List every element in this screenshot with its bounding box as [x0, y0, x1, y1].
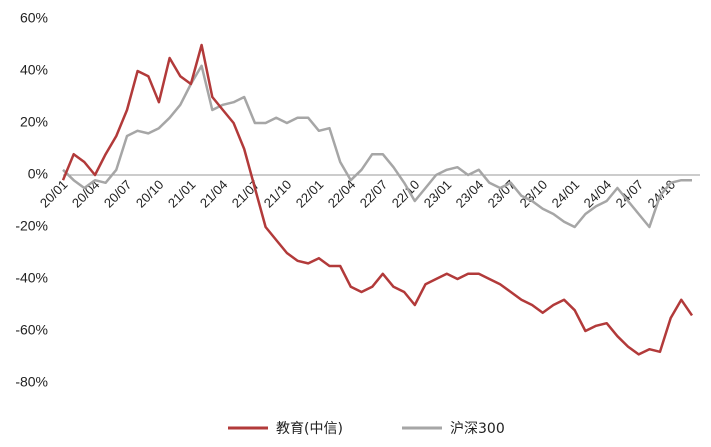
- y-tick-label: 20%: [20, 114, 48, 130]
- x-tick-label: 22/07: [357, 177, 391, 211]
- x-tick-label: 22/10: [389, 177, 423, 211]
- x-tick-label: 24/01: [549, 177, 583, 211]
- legend-label: 沪深300: [450, 421, 505, 437]
- series-line: [62, 64, 692, 229]
- x-tick-label: 22/04: [325, 177, 359, 211]
- x-tick-label: 23/10: [517, 177, 551, 211]
- y-tick-label: 60%: [20, 10, 48, 26]
- x-tick-label: 23/04: [453, 177, 487, 211]
- x-tick-label: 20/10: [133, 177, 167, 211]
- series-line: [61, 43, 694, 356]
- x-tick-label: 21/01: [165, 177, 199, 211]
- x-tick-label: 21/10: [261, 177, 295, 211]
- legend-label: 教育(中信): [276, 421, 343, 437]
- x-tick-label: 20/01: [37, 177, 71, 211]
- y-tick-label: -80%: [15, 374, 48, 390]
- y-tick-label: 40%: [20, 62, 48, 78]
- x-tick-label: 22/01: [293, 177, 327, 211]
- x-tick-label: 21/04: [197, 177, 231, 211]
- x-tick-label: 24/07: [613, 177, 647, 211]
- y-tick-label: -40%: [15, 270, 48, 286]
- y-tick-label: -60%: [15, 322, 48, 338]
- x-tick-label: 23/01: [421, 177, 455, 211]
- y-tick-label: -20%: [15, 218, 48, 234]
- y-tick-label: 0%: [28, 166, 48, 182]
